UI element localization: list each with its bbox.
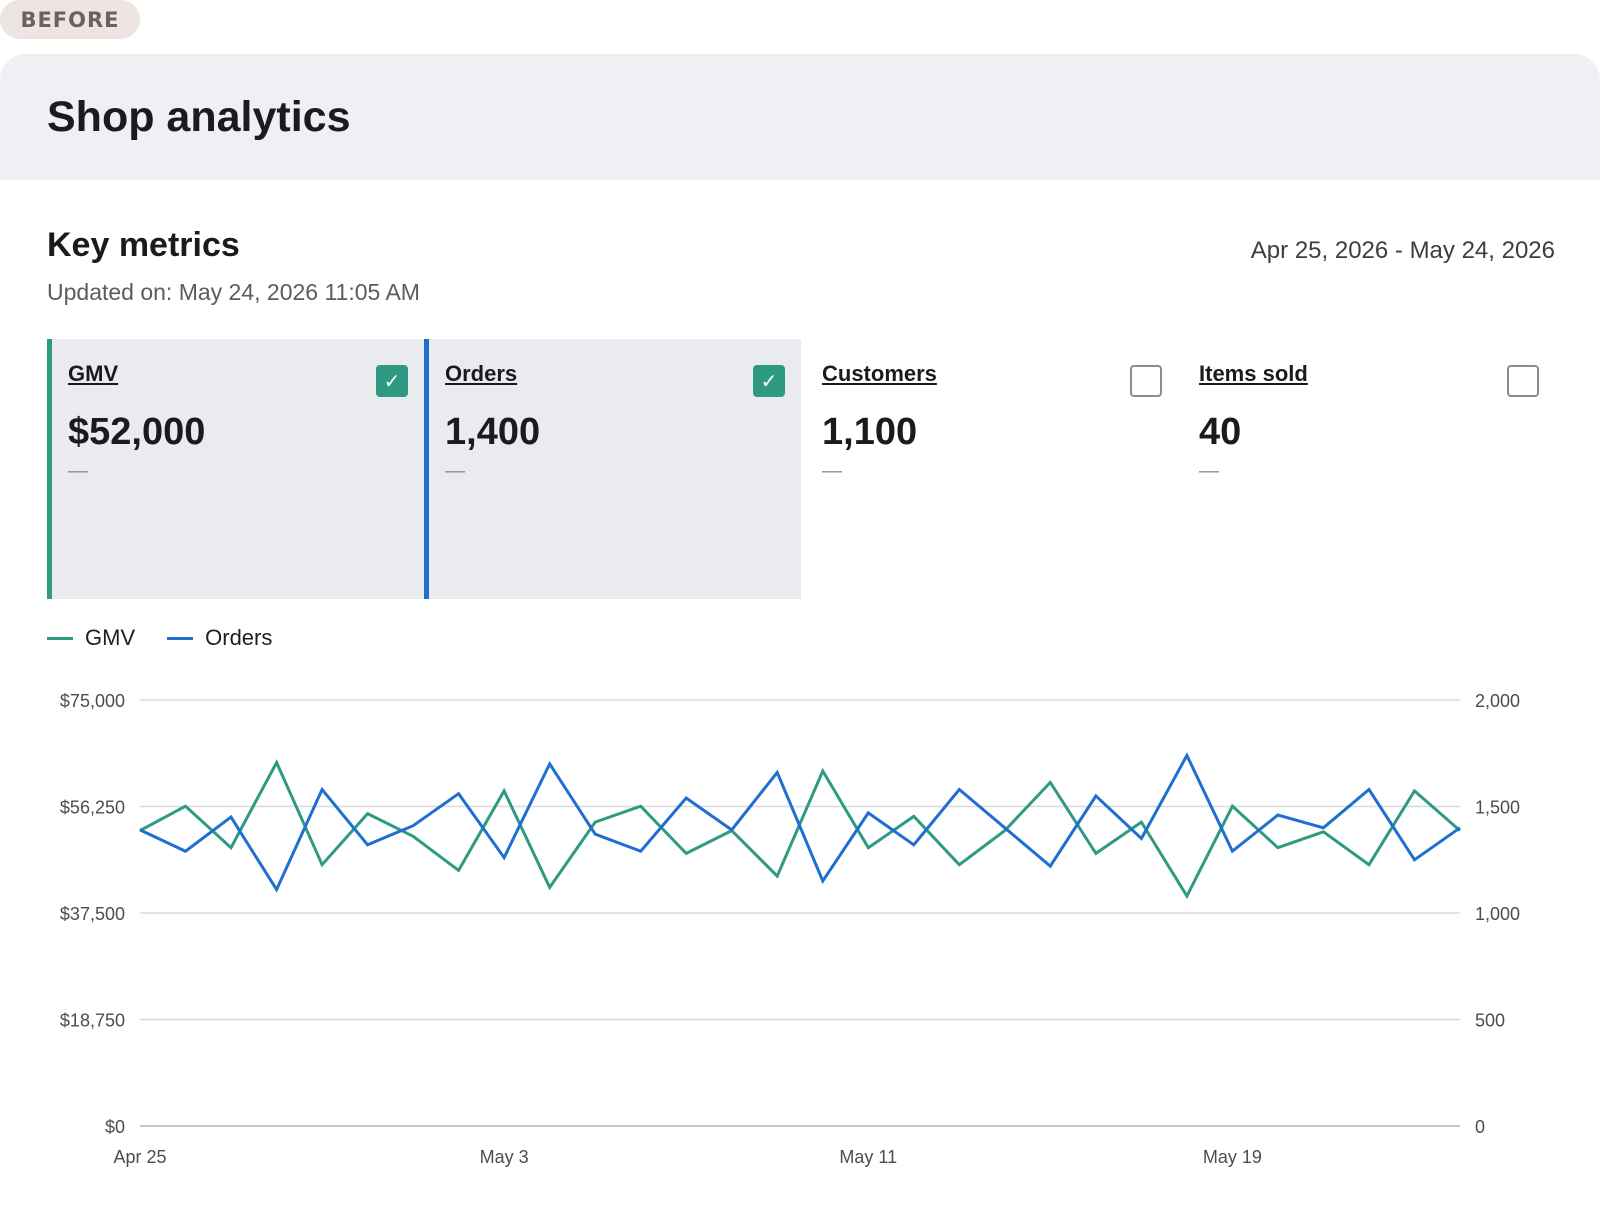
card-header: Shop analytics xyxy=(0,54,1600,180)
metric-delta: — xyxy=(68,460,88,482)
metric-checkbox[interactable]: ✓ xyxy=(376,365,408,397)
metric-accent-bar xyxy=(47,339,52,599)
y-right-tick-label: 2,000 xyxy=(1475,691,1520,711)
y-left-tick-label: $56,250 xyxy=(60,798,125,818)
analytics-card: Shop analytics Key metrics Updated on: M… xyxy=(0,54,1600,1218)
metric-name[interactable]: Items sold xyxy=(1199,361,1308,386)
x-tick-label: Apr 25 xyxy=(113,1147,166,1167)
legend-swatch xyxy=(167,636,194,640)
metric-cards: GMV $52,000 — ✓ Orders 1,400 — ✓ Custome… xyxy=(47,339,1555,599)
metric-name[interactable]: GMV xyxy=(68,361,119,386)
metric-card-orders[interactable]: Orders 1,400 — ✓ xyxy=(424,339,801,599)
legend-label: GMV xyxy=(85,625,136,650)
y-left-tick-label: $75,000 xyxy=(60,691,125,711)
check-icon: ✓ xyxy=(383,369,401,393)
date-range-picker[interactable]: Apr 25, 2026 - May 24, 2026 xyxy=(1250,237,1555,264)
metric-card-customers[interactable]: Customers 1,100 — xyxy=(801,339,1178,599)
metric-name[interactable]: Customers xyxy=(822,361,937,386)
page-title: Shop analytics xyxy=(47,92,351,141)
metric-accent-bar xyxy=(424,339,429,599)
x-tick-label: May 11 xyxy=(839,1147,897,1167)
y-left-tick-label: $0 xyxy=(105,1117,125,1137)
section-title: Key metrics xyxy=(47,226,240,264)
x-tick-label: May 19 xyxy=(1203,1147,1262,1167)
metric-name[interactable]: Orders xyxy=(445,361,518,386)
legend-label: Orders xyxy=(205,625,273,650)
check-icon: ✓ xyxy=(760,369,778,393)
y-right-tick-label: 0 xyxy=(1475,1117,1485,1137)
legend-swatch xyxy=(47,636,73,640)
metric-value: 1,400 xyxy=(445,411,541,453)
series-line-orders xyxy=(139,752,1461,893)
y-left-tick-label: $37,500 xyxy=(60,904,125,924)
metric-value: 1,100 xyxy=(822,411,918,453)
legend-item-gmv[interactable]: GMV xyxy=(47,625,135,651)
metric-card-gmv[interactable]: GMV $52,000 — ✓ xyxy=(47,339,424,599)
metric-delta: — xyxy=(1199,460,1219,482)
metric-checkbox[interactable]: ✓ xyxy=(753,365,785,397)
chart-legend: GMV Orders xyxy=(47,625,272,651)
y-right-tick-label: 1,000 xyxy=(1475,904,1520,924)
metric-value: 40 xyxy=(1199,411,1242,453)
metric-checkbox[interactable] xyxy=(1130,365,1162,397)
y-right-tick-label: 500 xyxy=(1475,1011,1505,1031)
before-badge: BEFORE xyxy=(0,0,140,39)
metric-delta: — xyxy=(445,460,465,482)
y-left-tick-label: $18,750 xyxy=(60,1011,125,1031)
section-header: Key metrics Updated on: May 24, 2026 11:… xyxy=(47,226,420,306)
metric-delta: — xyxy=(822,460,842,482)
updated-timestamp: Updated on: May 24, 2026 11:05 AM xyxy=(47,279,420,305)
metric-value: $52,000 xyxy=(68,411,206,453)
x-tick-label: May 3 xyxy=(480,1147,529,1167)
y-right-tick-label: 1,500 xyxy=(1475,798,1520,818)
metric-checkbox[interactable] xyxy=(1507,365,1539,397)
metric-card-items-sold[interactable]: Items sold 40 — xyxy=(1178,339,1555,599)
legend-item-orders[interactable]: Orders xyxy=(167,625,272,651)
